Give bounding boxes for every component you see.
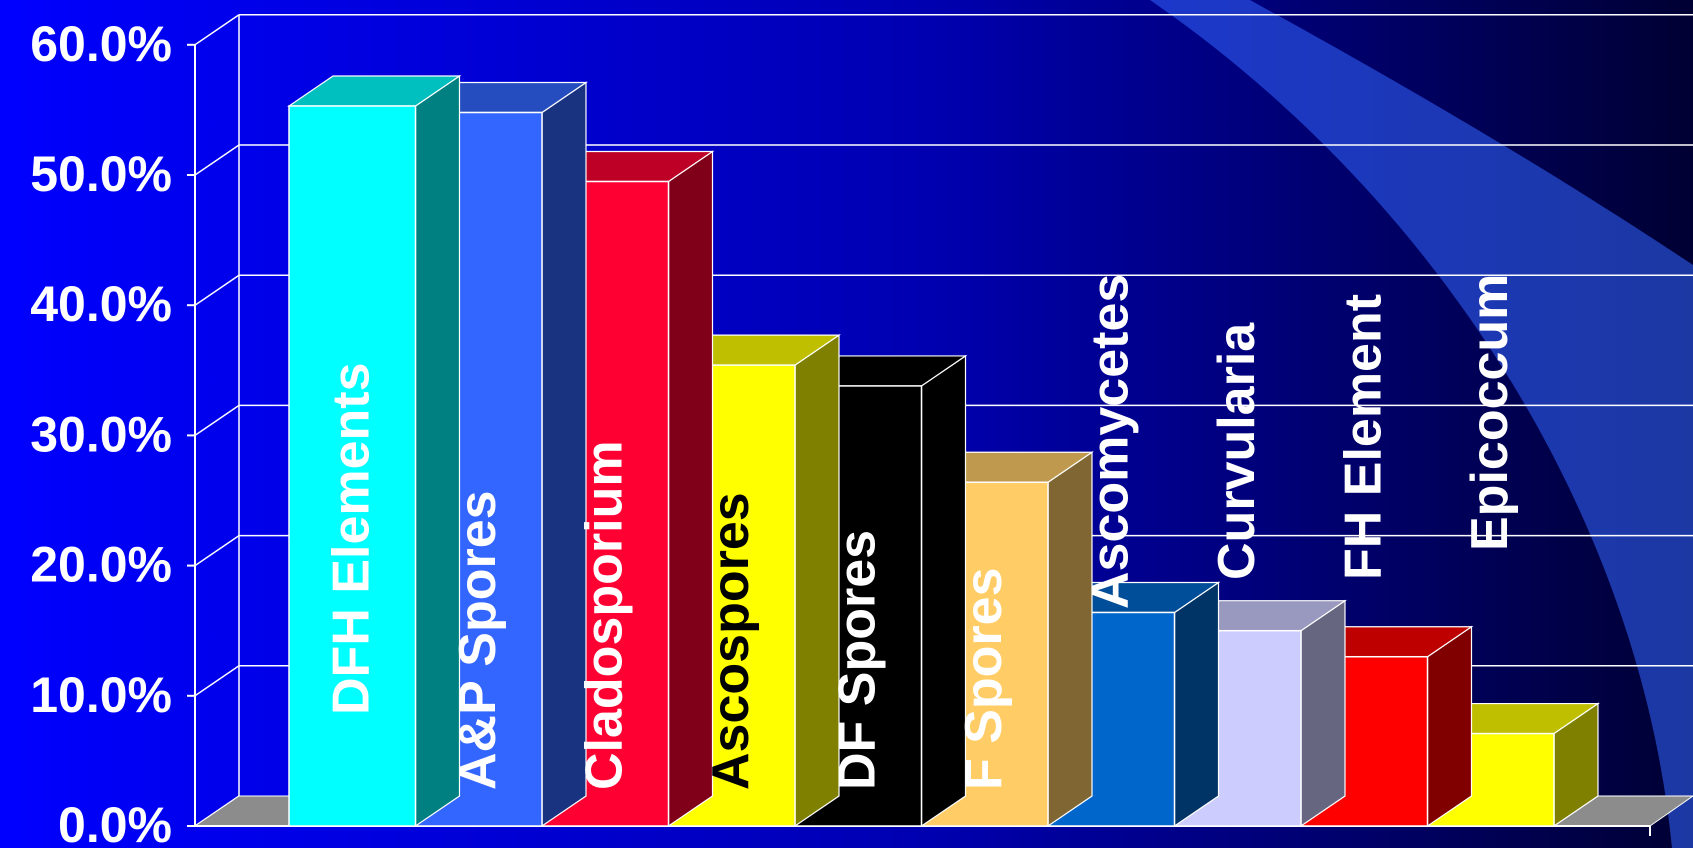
- bar-side: [1300, 599, 1346, 828]
- y-tick-label: 60.0%: [30, 16, 172, 72]
- y-tick-label: 30.0%: [30, 406, 172, 462]
- gridline-side: [194, 274, 240, 306]
- category-label: DF Spores: [828, 530, 886, 790]
- category-label: F Spores: [955, 568, 1013, 791]
- category-label: A&P Spores: [449, 490, 507, 790]
- category-label: Cladosporium: [575, 440, 633, 790]
- bars-layer: DFH Elements A&P Spores Cladosporium Ascosp…: [287, 74, 1600, 828]
- category-label: Ascospores: [702, 492, 760, 790]
- y-tick-label: 0.0%: [58, 797, 172, 848]
- bar-side: [1426, 625, 1473, 828]
- gridline-side: [194, 144, 240, 176]
- category-label: Epicoccum: [1461, 274, 1519, 551]
- bar-front: [288, 105, 417, 827]
- category-label: DFH Elements: [322, 362, 380, 715]
- y-axis: 0.0% 10.0% 20.0% 30.0% 40.0% 50.0% 60.0%: [30, 16, 196, 853]
- gridline-side: [194, 665, 240, 697]
- category-labels: DFH Elements A&P Spores Cladosporium Ascosp…: [322, 274, 1519, 790]
- gridline-side: [194, 14, 240, 46]
- y-tick-label: 10.0%: [30, 667, 172, 723]
- y-tick-label: 40.0%: [30, 276, 172, 332]
- y-tick-label: 20.0%: [30, 537, 172, 593]
- category-label: Curvularia: [1208, 322, 1266, 580]
- decorative-swoosh: [1150, 0, 1693, 848]
- category-label: FH Element: [1334, 294, 1392, 580]
- y-tick-label: 50.0%: [30, 146, 172, 202]
- gridline-side: [194, 534, 240, 567]
- category-label: Ascomycetes: [1081, 274, 1139, 609]
- gridline-side: [194, 404, 240, 437]
- bar: [287, 74, 462, 828]
- bar-side: [1173, 581, 1220, 828]
